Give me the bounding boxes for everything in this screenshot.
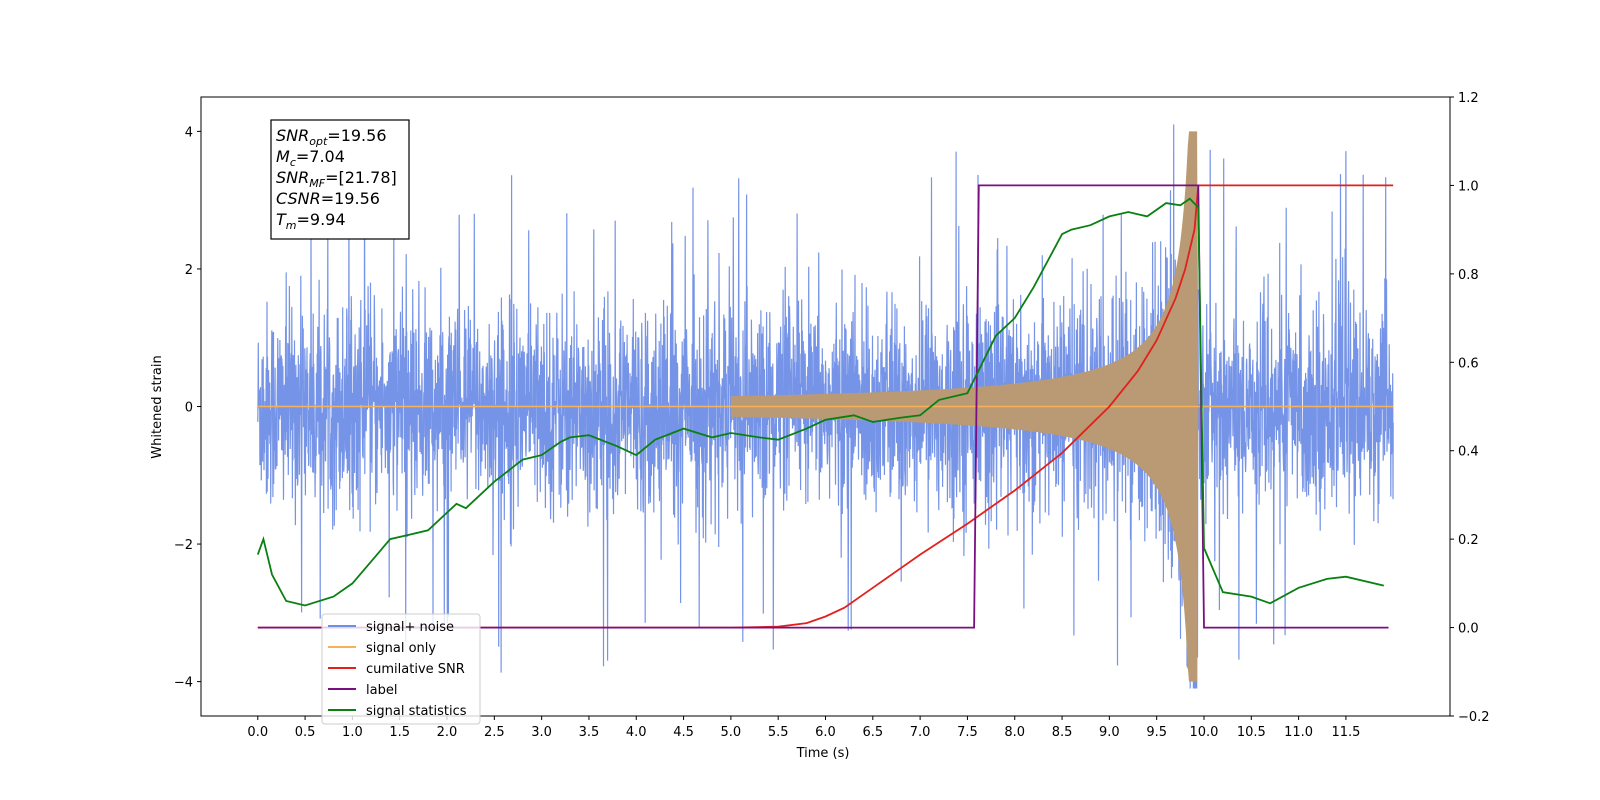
- x-tick-label: 8.0: [1004, 725, 1025, 740]
- y-tick-label: 2: [185, 263, 193, 278]
- x-tick-label: 0.0: [247, 725, 268, 740]
- x-tick-label: 3.5: [579, 725, 600, 740]
- y2-tick-label: −0.2: [1458, 710, 1490, 725]
- legend-label: cumilative SNR: [366, 662, 465, 677]
- y-tick-label: 4: [185, 125, 193, 140]
- y-tick-label: −4: [174, 676, 193, 691]
- signal-noise-series: [257, 124, 1394, 689]
- annotation-line: SNRMF=[21.78]: [276, 168, 397, 190]
- x-tick-label: 2.5: [484, 725, 505, 740]
- legend-label: signal statistics: [366, 704, 467, 719]
- x-tick-label: 2.0: [437, 725, 458, 740]
- annotation-line: SNRopt=19.56: [276, 126, 387, 148]
- x-tick-label: 5.5: [768, 725, 789, 740]
- x-tick-label: 7.0: [910, 725, 931, 740]
- x-tick-label: 5.0: [721, 725, 742, 740]
- x-tick-label: 9.0: [1099, 725, 1120, 740]
- cumilative-snr-line: [257, 184, 1394, 629]
- x-tick-label: 1.0: [342, 725, 363, 740]
- annotation-line: Mc=7.04: [276, 147, 345, 169]
- y-axis-left: −4 −2 0 2 4: [174, 125, 201, 691]
- annotation-line: Tm=9.94: [276, 210, 346, 232]
- x-tick-label: 4.5: [673, 725, 694, 740]
- legend: signal+ noise signal only cumilative SNR la…: [321, 613, 481, 725]
- x-tick-label: 3.0: [531, 725, 552, 740]
- signal-statistics-line: [256, 197, 1385, 607]
- y2-tick-label: 0.8: [1458, 268, 1479, 283]
- x-tick-label: 9.5: [1146, 725, 1167, 740]
- signal-only-series: [257, 131, 1394, 682]
- y-axis-label: Whitened strain: [150, 355, 165, 458]
- x-tick-label: 11.0: [1284, 725, 1313, 740]
- y-tick-label: 0: [185, 401, 193, 416]
- y2-tick-label: 1.0: [1458, 179, 1479, 194]
- x-axis-label: Time (s): [796, 746, 850, 761]
- y2-tick-label: 0.0: [1458, 622, 1479, 637]
- legend-label: signal+ noise: [366, 620, 454, 635]
- x-tick-label: 6.0: [815, 725, 836, 740]
- x-tick-label: 8.5: [1052, 725, 1073, 740]
- y2-tick-label: 1.2: [1458, 91, 1479, 106]
- legend-label: label: [366, 683, 397, 698]
- y2-tick-label: 0.6: [1458, 356, 1479, 371]
- x-tick-label: 10.0: [1190, 725, 1219, 740]
- y-tick-label: −2: [174, 538, 193, 553]
- annotation-line: CSNR=19.56: [276, 189, 380, 208]
- x-tick-label: 1.5: [389, 725, 410, 740]
- x-tick-label: 10.5: [1237, 725, 1266, 740]
- x-tick-label: 6.5: [862, 725, 883, 740]
- x-tick-label: 4.0: [626, 725, 647, 740]
- y2-tick-label: 0.2: [1458, 533, 1479, 548]
- x-axis: 0.0 0.5 1.0 1.5 2.0 2.5 3.0 3.5 4.0 4.5 5.0 5.5 6.0 6…: [247, 716, 1360, 740]
- x-tick-label: 11.5: [1331, 725, 1360, 740]
- x-tick-label: 0.5: [295, 725, 316, 740]
- y2-tick-label: 0.4: [1458, 445, 1479, 460]
- x-tick-label: 7.5: [957, 725, 978, 740]
- legend-label: signal only: [366, 641, 436, 656]
- y-axis-right: −0.2 0.0 0.2 0.4 0.6 0.8 1.0 1.2: [1450, 91, 1490, 725]
- label-line: [257, 184, 1389, 629]
- signal-noise-line: [257, 124, 1394, 689]
- line-series-group: [256, 184, 1394, 629]
- stats-annotation-box: SNRopt=19.56Mc=7.04SNRMF=[21.78]CSNR=19.…: [270, 119, 410, 240]
